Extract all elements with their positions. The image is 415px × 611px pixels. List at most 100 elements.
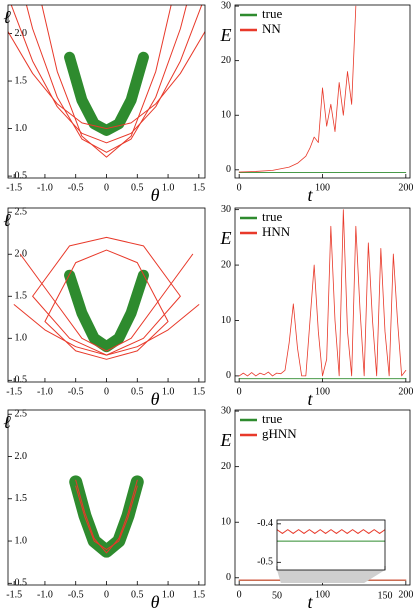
y-tick-label: 1.5 — [15, 75, 28, 86]
y-tick-label: 2.0 — [15, 451, 28, 462]
x-tick-label: -1.0 — [37, 386, 53, 397]
x-axis-label: t — [307, 389, 313, 409]
x-tick-label: 0.5 — [131, 182, 144, 193]
x-tick-label: -1.5 — [6, 386, 22, 397]
x-tick-label: 0 — [104, 386, 109, 397]
x-tick-label: 0 — [237, 386, 242, 397]
legend-label: NN — [262, 21, 281, 36]
x-tick-label: -1.0 — [37, 182, 53, 193]
y-tick-label: 0 — [226, 164, 231, 175]
legend-label: true — [262, 209, 282, 224]
series-line — [64, 51, 149, 136]
series-line — [8, 31, 205, 130]
x-axis-label: t — [307, 592, 313, 611]
x-tick-label: 100 — [315, 182, 330, 193]
zoom-connector — [277, 570, 385, 583]
x-tick-label: 100 — [315, 386, 330, 397]
series-line — [32, 236, 181, 356]
x-tick-label: 0.5 — [131, 589, 144, 600]
x-axis-label: θ — [151, 389, 160, 409]
y-tick-label: 1.5 — [15, 493, 28, 504]
y-tick-label: 10 — [221, 517, 231, 528]
y-axis-label: E — [220, 25, 232, 45]
x-tick-label: 150 — [378, 590, 393, 601]
legend-label: HNN — [262, 224, 291, 239]
axes-box — [234, 207, 411, 383]
y-axis-label: ℓ — [3, 7, 11, 27]
y-tick-label: 0 — [226, 370, 231, 381]
y-tick-label: 1.0 — [15, 535, 28, 546]
y-tick-label: 10 — [221, 315, 231, 326]
y-tick-label: 20 — [221, 55, 231, 66]
y-tick-label: 1.0 — [15, 333, 28, 344]
y-tick-label: 1.0 — [15, 123, 28, 134]
legend-label: true — [262, 411, 282, 426]
x-tick-label: 1.0 — [162, 182, 175, 193]
axes-box — [7, 4, 206, 179]
y-tick-label: -0.4 — [257, 518, 273, 529]
x-tick-label: 1.5 — [193, 589, 206, 600]
series-line — [25, 5, 188, 153]
x-axis-label: θ — [151, 185, 160, 205]
axes-box — [234, 4, 411, 179]
x-tick-label: 1.0 — [162, 589, 175, 600]
x-tick-label: -0.5 — [68, 589, 84, 600]
x-tick-label: -1.5 — [6, 182, 22, 193]
series-line — [44, 249, 169, 360]
series-line — [75, 485, 138, 550]
x-tick-label: -0.5 — [68, 386, 84, 397]
x-tick-label: 0 — [237, 589, 242, 600]
y-tick-label: 30 — [221, 405, 231, 416]
x-tick-label: -1.5 — [6, 589, 22, 600]
y-tick-label: 20 — [221, 259, 231, 270]
x-tick-label: 1.5 — [193, 386, 206, 397]
x-tick-label: 200 — [398, 589, 413, 600]
x-tick-label: -0.5 — [68, 182, 84, 193]
series-line — [41, 5, 172, 158]
x-axis-label: θ — [151, 592, 160, 611]
y-tick-label: -0.5 — [257, 557, 273, 568]
plot-area — [69, 475, 144, 558]
y-tick-label: 2.5 — [15, 206, 28, 217]
inset-background — [277, 520, 385, 570]
y-tick-label: 30 — [221, 0, 231, 11]
series-line — [13, 304, 200, 356]
plot-area — [238, 5, 407, 173]
axes-box — [7, 409, 206, 586]
x-tick-label: 1.5 — [193, 182, 206, 193]
x-tick-label: 200 — [398, 386, 413, 397]
y-tick-label: 1.5 — [15, 291, 28, 302]
x-tick-label: 0 — [104, 589, 109, 600]
x-tick-label: 100 — [315, 589, 330, 600]
series-line — [238, 209, 407, 377]
series-line — [64, 269, 149, 353]
y-axis-label: E — [220, 430, 232, 450]
y-tick-label: 2.5 — [15, 409, 28, 420]
axes-box — [234, 409, 411, 586]
series-line — [19, 253, 194, 352]
series-line — [277, 529, 385, 534]
y-tick-label: 0.5 — [15, 375, 28, 386]
x-tick-label: -1.0 — [37, 589, 53, 600]
legend-label: true — [262, 6, 282, 21]
x-tick-label: 0 — [104, 182, 109, 193]
y-tick-label: 30 — [221, 204, 231, 215]
x-tick-label: 0.5 — [131, 386, 144, 397]
y-tick-label: 20 — [221, 461, 231, 472]
plot-area — [238, 209, 407, 380]
axes-box — [7, 207, 206, 383]
x-axis-label: t — [307, 185, 313, 205]
plot-area — [8, 5, 205, 158]
x-tick-label: 50 — [272, 590, 282, 601]
y-axis-label: ℓ — [3, 210, 11, 230]
y-tick-label: 0 — [226, 572, 231, 583]
y-axis-label: E — [220, 228, 232, 248]
y-axis-label: ℓ — [3, 412, 11, 432]
y-tick-label: 2.0 — [15, 28, 28, 39]
legend-label: gHNN — [262, 426, 297, 441]
y-tick-label: 0.5 — [15, 578, 28, 589]
x-tick-label: 0 — [237, 182, 242, 193]
y-tick-label: 10 — [221, 110, 231, 121]
